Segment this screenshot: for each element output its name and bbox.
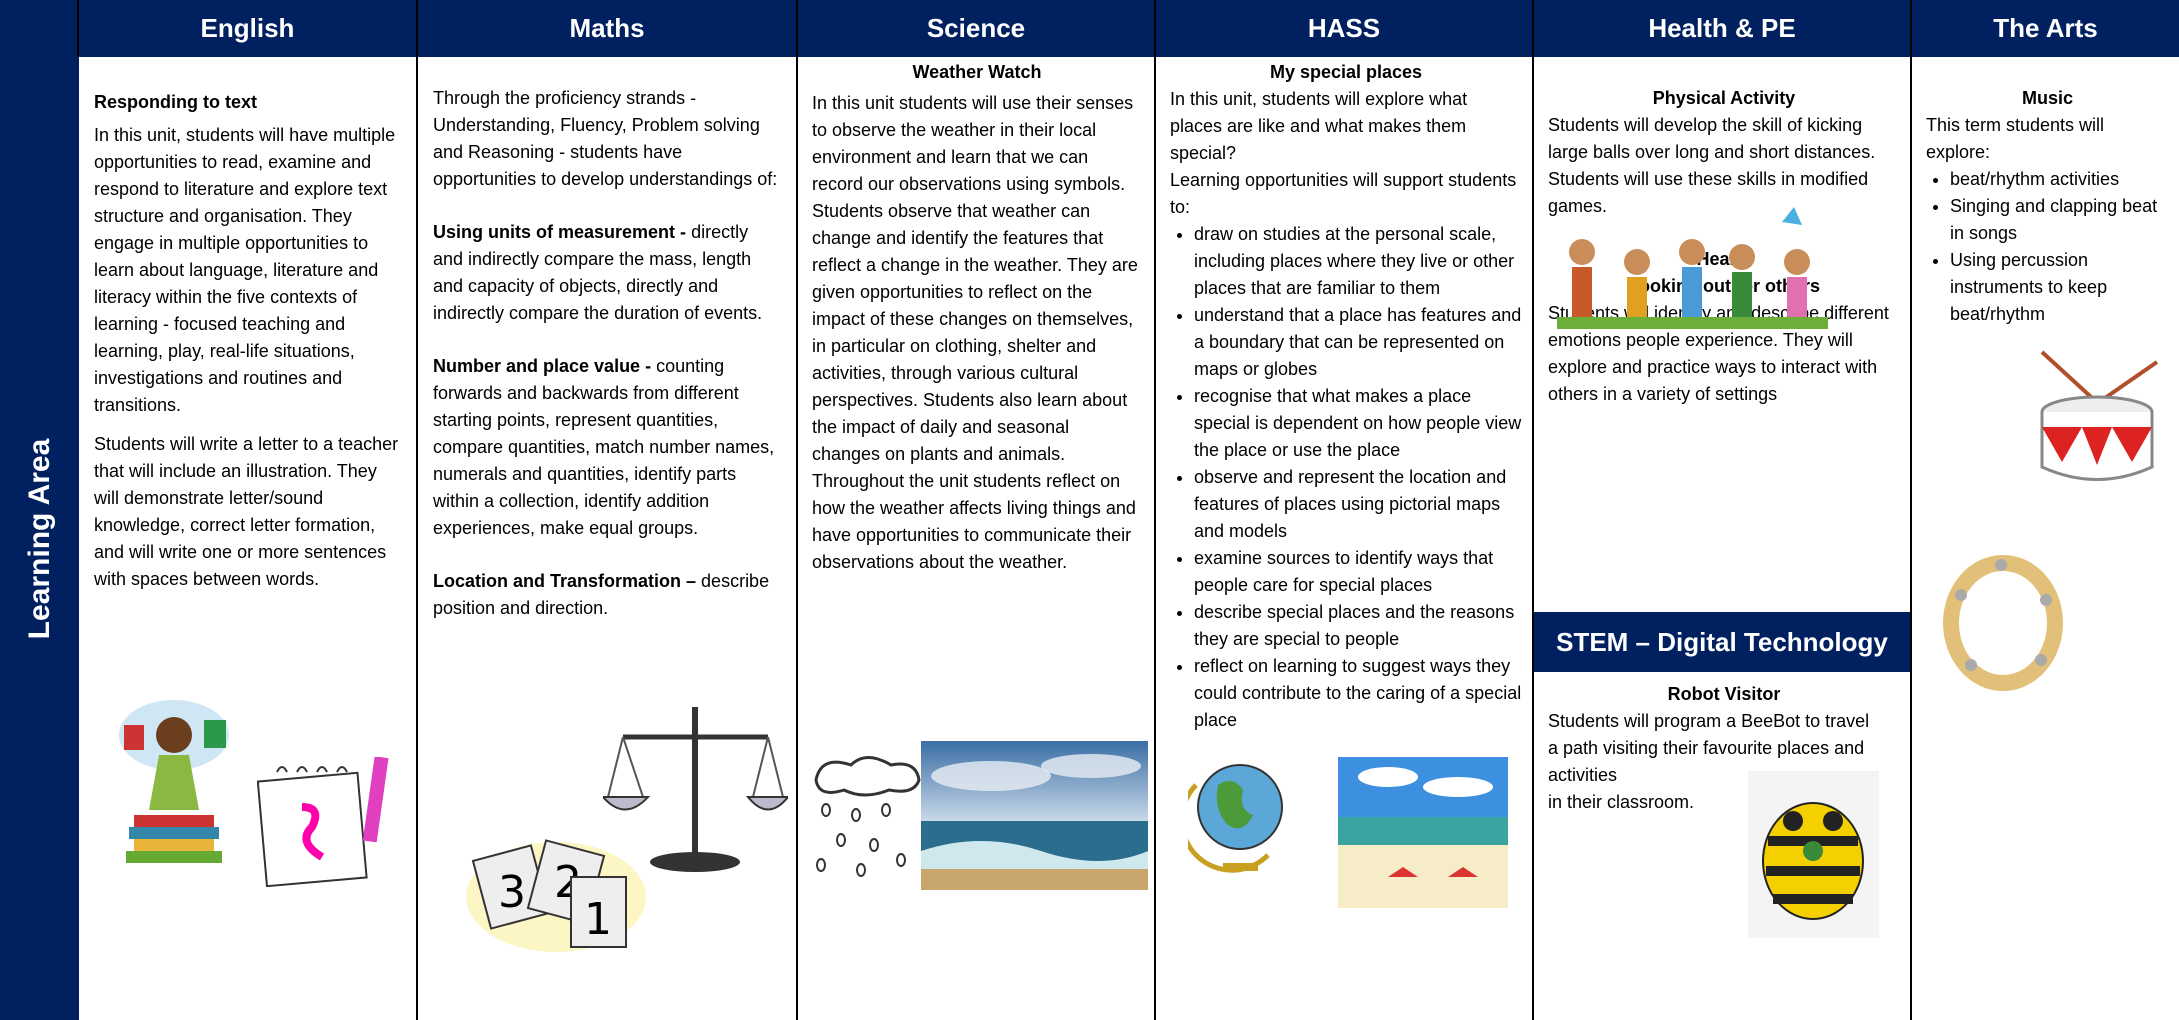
bullet: Using percussion instruments to keep bea… bbox=[1950, 247, 2169, 328]
column-header: The Arts bbox=[1912, 0, 2179, 57]
subheading: Looking out for others bbox=[1628, 276, 1820, 296]
calendar-digit: 1 bbox=[584, 894, 612, 945]
children-playing-image bbox=[1557, 207, 1828, 329]
corner bbox=[0, 0, 79, 57]
paragraph: Students will write a letter to a teache… bbox=[94, 434, 399, 589]
heading: Physical Activity bbox=[1652, 88, 1796, 108]
column-header: English bbox=[79, 0, 418, 57]
paragraph: Students will identify and describe diff… bbox=[1548, 303, 1889, 404]
heading: Robot Visitor bbox=[1667, 684, 1781, 704]
item-text: counting forwards and backwards from dif… bbox=[433, 356, 775, 538]
arts-column: Music This term students will explore: b… bbox=[1912, 57, 2179, 1020]
bullet-list: beat/rhythm activities Singing and clapp… bbox=[1926, 166, 2169, 328]
row-label: Learning Area bbox=[22, 438, 56, 639]
paragraph: Students will develop the skill of kicki… bbox=[1548, 115, 1876, 216]
hass-column: My special places In this unit, students… bbox=[1156, 57, 1534, 1020]
bullet: beat/rhythm activities bbox=[1950, 166, 2169, 193]
calendar-image: 3 21 bbox=[466, 839, 646, 952]
notepad-image bbox=[257, 757, 389, 887]
maths-column: Through the proficiency strands - Unders… bbox=[418, 57, 798, 1020]
item: Using units of measurement - directly an… bbox=[433, 219, 782, 327]
bullet: understand that a place has features and… bbox=[1194, 302, 1522, 383]
paragraph: In this unit, students will have multipl… bbox=[94, 125, 396, 415]
drum-image bbox=[2040, 350, 2159, 481]
paragraph: Learning opportunities will support stud… bbox=[1170, 170, 1517, 217]
bullet: draw on studies at the personal scale, i… bbox=[1194, 221, 1522, 302]
english-column: Responding to text In this unit, student… bbox=[79, 57, 418, 1020]
column-header: Health & PE bbox=[1534, 0, 1912, 57]
bullet: Singing and clapping beat in songs bbox=[1950, 193, 2169, 247]
item: Number and place value - counting forwar… bbox=[433, 353, 782, 542]
item-bold: Number and place value - bbox=[433, 356, 652, 376]
globe-image bbox=[1188, 764, 1283, 873]
paragraph: Through the proficiency strands - Unders… bbox=[433, 88, 778, 189]
health-column: Physical Activity Students will develop … bbox=[1534, 57, 1912, 1020]
heading: Responding to text bbox=[94, 92, 257, 112]
paragraph: in their classroom. bbox=[1548, 792, 1695, 812]
beach-image bbox=[1338, 757, 1508, 908]
item-text: describe position and direction. bbox=[433, 571, 770, 618]
beebot-image bbox=[1748, 771, 1879, 938]
calendar-digit: 3 bbox=[498, 867, 526, 918]
reading-girl-image bbox=[119, 700, 229, 863]
paragraph: In this unit students will use their sen… bbox=[812, 93, 1138, 572]
scales-image bbox=[603, 707, 788, 872]
bullet: observe and represent the location and f… bbox=[1194, 464, 1522, 545]
heading: Music bbox=[2021, 88, 2073, 108]
ocean-image bbox=[921, 741, 1148, 890]
heading: Weather Watch bbox=[912, 62, 1042, 82]
bullet: examine sources to identify ways that pe… bbox=[1194, 545, 1522, 599]
column-header: Science bbox=[798, 0, 1156, 57]
bullet: describe special places and the reasons … bbox=[1194, 599, 1522, 653]
stem-header: STEM – Digital Technology bbox=[1534, 612, 1910, 672]
science-column: Weather Watch In this unit students will… bbox=[798, 57, 1156, 1020]
item-bold: Location and Transformation – bbox=[433, 571, 697, 591]
column-header: Maths bbox=[418, 0, 798, 57]
bullet: recognise that what makes a place specia… bbox=[1194, 383, 1522, 464]
row-label-cell: Learning Area bbox=[0, 57, 79, 1020]
bullet: reflect on learning to suggest ways they… bbox=[1194, 653, 1522, 734]
column-header: HASS bbox=[1156, 0, 1534, 57]
rain-cloud-image bbox=[814, 756, 921, 877]
bullet-list: draw on studies at the personal scale, i… bbox=[1170, 221, 1522, 734]
heading: My special places bbox=[1269, 62, 1423, 82]
paragraph: This term students will explore: bbox=[1926, 115, 2105, 162]
paragraph: In this unit, students will explore what… bbox=[1170, 89, 1468, 163]
stem-section: Robot Visitor Students will program a Be… bbox=[1548, 681, 1900, 816]
item-text: directly and indirectly compare the mass… bbox=[433, 222, 763, 323]
tambourine-image bbox=[1943, 555, 2063, 691]
item-bold: Using units of measurement - bbox=[433, 222, 687, 242]
paragraph: Students will program a BeeBot to travel… bbox=[1548, 711, 1870, 785]
item: Location and Transformation – describe p… bbox=[433, 568, 782, 622]
